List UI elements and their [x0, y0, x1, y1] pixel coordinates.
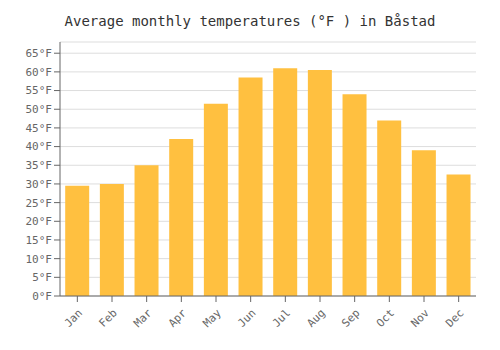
svg-text:Dec: Dec [443, 307, 466, 330]
svg-text:Oct: Oct [374, 307, 397, 330]
svg-text:15°F: 15°F [26, 234, 53, 247]
svg-text:Jan: Jan [62, 307, 85, 330]
html-text:Average monthly temperatures (: Average monthly temperatures (°F ) in Bå… [64, 13, 436, 29]
svg-text:65°F: 65°F [26, 47, 53, 60]
svg-text:40°F: 40°F [26, 140, 53, 153]
svg-text:30°F: 30°F [26, 178, 53, 191]
svg-text:45°F: 45°F [26, 122, 53, 135]
svg-text:10°F: 10°F [26, 253, 53, 266]
svg-text:60°F: 60°F [26, 66, 53, 79]
svg-text:55°F: 55°F [26, 84, 53, 97]
svg-text:25°F: 25°F [26, 197, 53, 210]
svg-text:Jul: Jul [270, 307, 293, 330]
svg-text:May: May [201, 306, 225, 330]
svg-text:Apr: Apr [166, 306, 190, 330]
svg-text:Nov: Nov [409, 306, 433, 330]
svg-text:5°F: 5°F [32, 271, 52, 284]
svg-text:Mar: Mar [131, 306, 155, 330]
svg-text:20°F: 20°F [26, 215, 53, 228]
svg-text:0°F: 0°F [32, 290, 52, 303]
svg-text:50°F: 50°F [26, 103, 53, 116]
svg-text:Aug: Aug [305, 307, 328, 330]
svg-text:Jun: Jun [235, 307, 258, 330]
svg-text:Feb: Feb [97, 307, 120, 330]
svg-text:Sep: Sep [339, 307, 362, 330]
svg-text:35°F: 35°F [26, 159, 53, 172]
